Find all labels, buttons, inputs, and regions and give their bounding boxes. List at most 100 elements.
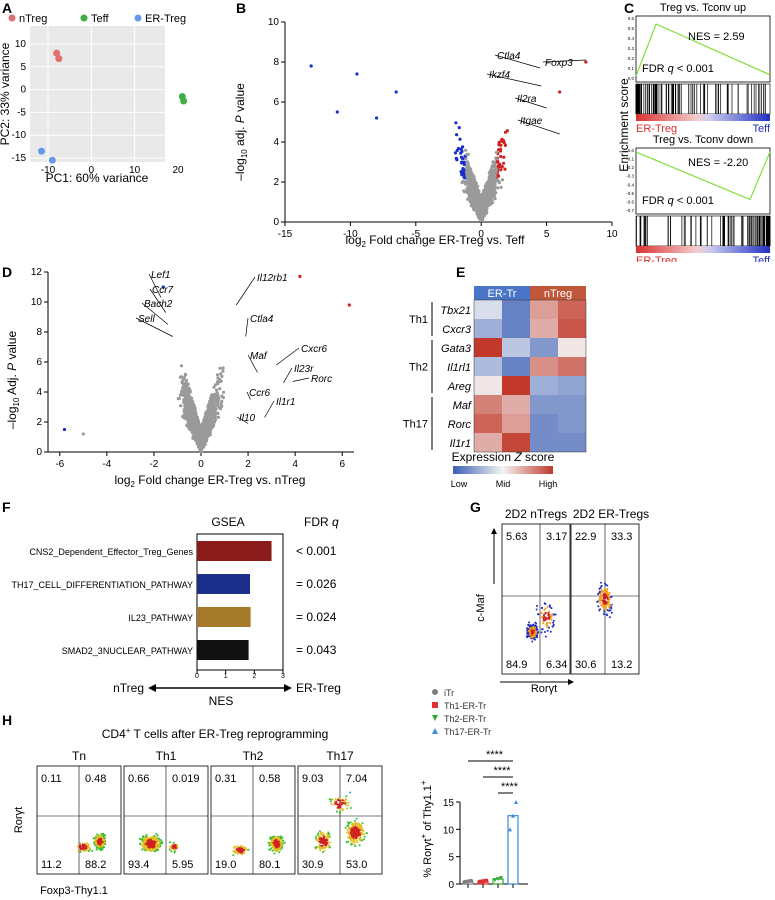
volcano-point [458,137,462,141]
flow-event [323,833,326,836]
volcano-y-tick: 10 [268,17,280,28]
flow-event [604,603,607,605]
flow-quad-value: 53.0 [346,859,367,871]
pca-y-tick: -5 [17,107,26,118]
volcano-point [493,195,497,200]
volcano-point [186,392,190,397]
gsea-bar-frame [196,533,284,671]
gene-label: Il2ra [517,94,537,105]
flow-event [604,589,607,592]
flow-event [360,826,363,829]
gsea-bar-label: CNS2_Dependent_Effector_Treg_Genes [29,547,193,557]
heatmap-gene-label: Areg [447,381,472,393]
flow-event [535,608,538,611]
flow-quad-value: 5.95 [172,859,193,871]
bar-y-tick: 15 [443,798,455,809]
flow-event [536,628,539,631]
flow-event [141,843,144,846]
volcano-point [496,186,500,190]
gene-label: Il10 [239,413,256,424]
flow-event [101,842,104,845]
flow-event [537,631,540,633]
flow-event [141,848,144,851]
flow-event [359,826,362,829]
flow-event [275,846,278,849]
volcano-point [497,180,501,184]
volcano-point [479,200,483,204]
flow-quad-value: 5.63 [506,531,527,543]
flow-event [103,838,106,841]
volcano-point [193,432,197,436]
volcano-point [459,151,463,155]
flow-event [102,846,105,849]
gene-label: Il1r1 [276,397,295,408]
flow-event [279,841,282,844]
flow-event [539,611,542,614]
flow-quad-value: 3.17 [546,531,567,543]
heatmap-cell [502,338,530,357]
volcano-point [213,415,217,419]
flow-event [544,607,547,610]
volcano-point [216,403,220,407]
flow-event [603,599,606,602]
heatmap-cell [558,319,586,338]
flow-event [349,837,352,840]
flow-event [276,836,278,839]
pca-point [55,55,63,63]
flow-event [271,843,274,846]
heatmap-group-label: Th1 [409,314,428,326]
flow-event [234,850,237,852]
volcano-y-tick: 2 [36,417,42,428]
flow-event [273,842,276,845]
flow-event [150,836,153,839]
volcano-y-tick: 4 [36,387,42,398]
flow-event [335,803,338,806]
heatmap-col-header-ertr [474,286,530,300]
volcano-point [486,202,490,206]
volcano-point [197,442,201,446]
flow-event [341,809,344,812]
flow-event [603,610,606,613]
flow-event [150,847,153,850]
flow-event [358,844,361,847]
volcano-x-tick: 4 [292,459,298,470]
flow-event [365,832,368,835]
volcano-point [459,147,463,151]
volcano-x-tick: 10 [606,229,618,240]
flow-event [353,820,356,822]
flow-event [336,799,339,801]
flow-event [152,837,155,840]
flow-event [549,630,552,633]
flow-event [360,824,363,827]
flow-event [236,845,239,848]
volcano-y-tick: 4 [273,137,279,148]
volcano-point [209,395,213,399]
flow-event [355,817,358,820]
heatmap-cell [558,338,586,357]
flow-event [344,797,347,800]
volcano-point [495,160,500,164]
volcano-point [184,415,188,419]
flow-quad-value: 93.4 [128,859,149,871]
volcano-point [494,150,499,155]
nes-arrow-left [148,684,156,692]
flow-event [332,803,335,806]
volcano-point [347,303,351,307]
flow-event [92,841,95,844]
flow-event [598,590,601,593]
gsea-tick: -0.6 [626,199,634,204]
flow-event [147,843,150,846]
volcano-b-x-label: log2 Fold change ER-Treg vs. Teff [346,233,526,249]
heatmap-cell [502,357,530,376]
volcano-point [463,180,467,184]
flow-event [268,848,271,851]
flow-event [275,843,278,846]
flow-event [156,847,159,850]
flow-event [331,798,334,801]
flow-g-axis-arrowhead [491,528,497,534]
flow-event [355,839,358,842]
flow-event [598,609,601,612]
flow-event [279,845,282,848]
flow-event [158,844,161,847]
flow-event [345,801,348,804]
